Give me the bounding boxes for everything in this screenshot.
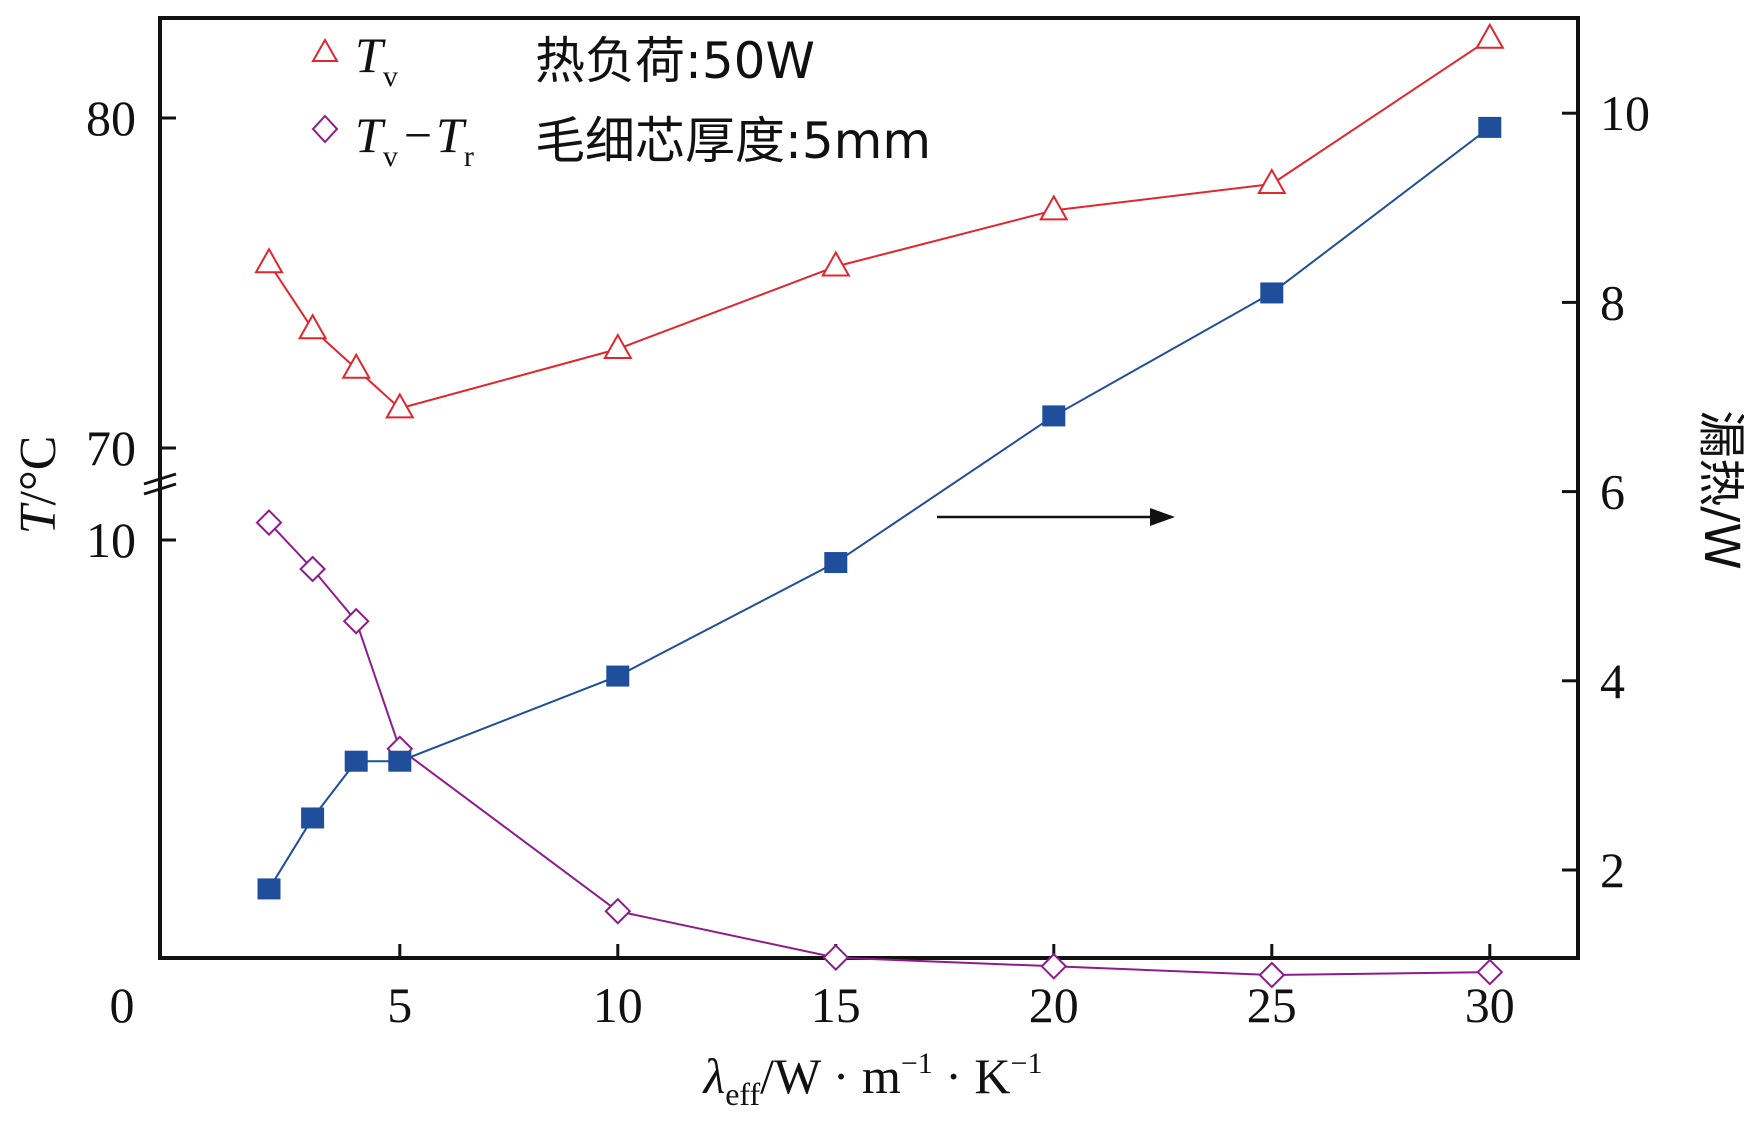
axis-break-mark — [143, 472, 177, 486]
data-point-diamond — [604, 897, 632, 925]
x-tick-label: 10 — [593, 977, 643, 1033]
legend-label-tv-tr: Tv −Tr — [355, 107, 474, 173]
y-left-tick-label: 80 — [86, 90, 136, 146]
x-title-exponent-2: −1 — [1011, 1047, 1043, 1080]
data-point-triangle — [297, 313, 328, 340]
x-tick-label: 20 — [1029, 977, 1079, 1033]
y-right-tick-label: 6 — [1600, 464, 1625, 520]
x-tick-label: 0 — [110, 977, 135, 1033]
data-point-square — [1260, 282, 1284, 304]
series-layer — [254, 22, 1505, 989]
data-point-diamond — [1040, 952, 1068, 980]
data-point-triangle — [1039, 194, 1069, 221]
x-tick-label: 30 — [1465, 977, 1515, 1033]
data-point-square — [606, 665, 630, 687]
x-axis-title: λeff/W · m−1 · K−1 — [702, 1047, 1043, 1112]
x-title-unit-2: · K — [933, 1048, 1011, 1104]
y-right-axis-ticks: 2 4 6 8 10 — [1562, 85, 1650, 898]
data-point-diamond — [342, 607, 370, 635]
y-left-tick-label: 10 — [86, 512, 136, 568]
x-title-symbol: λ — [702, 1048, 726, 1104]
legend-marker-diamond — [311, 114, 339, 144]
y-right-tick-label: 8 — [1600, 274, 1625, 330]
data-point-square — [344, 750, 368, 772]
y-right-axis-title: 漏热/W — [1693, 410, 1744, 570]
data-point-square — [388, 750, 412, 772]
data-point-triangle — [603, 332, 633, 359]
data-point-triangle — [341, 352, 371, 379]
annotation-heat-load: 热负荷:50W — [535, 32, 815, 90]
y-right-tick-label: 2 — [1600, 842, 1625, 898]
legend-label-tv: Tv — [355, 27, 398, 93]
annotation-wick-thickness: 毛细芯厚度:5mm — [535, 112, 931, 170]
series-line-0 — [268, 37, 1491, 410]
y-left-tick-label: 70 — [86, 420, 136, 476]
data-point-triangle — [1257, 167, 1287, 194]
data-point-triangle — [821, 250, 851, 277]
legend: Tv Tv −Tr — [311, 27, 474, 173]
y-right-tick-label: 10 — [1600, 85, 1650, 141]
x-title-unit: /W · m — [760, 1048, 901, 1104]
x-title-exponent-1: −1 — [901, 1047, 933, 1080]
annotation-arrow — [937, 508, 1175, 526]
x-tick-label: 5 — [387, 977, 412, 1033]
data-point-square — [1042, 405, 1066, 427]
data-point-square — [257, 878, 281, 900]
y-left-title-unit: /°C — [10, 436, 67, 506]
data-point-diamond — [299, 555, 327, 583]
data-point-diamond — [255, 509, 283, 537]
data-point-diamond — [822, 944, 850, 972]
y-left-title-symbol: T — [10, 502, 67, 534]
series-line-2 — [268, 126, 1491, 890]
data-point-square — [301, 807, 325, 829]
x-tick-label: 15 — [811, 977, 861, 1033]
data-point-triangle — [385, 392, 415, 419]
data-point-triangle — [254, 247, 284, 274]
y-right-tick-label: 4 — [1600, 653, 1625, 709]
y-left-axis-ticks: 70 80 10 — [86, 90, 176, 568]
data-point-square — [824, 552, 848, 574]
x-title-subscript: eff — [725, 1076, 760, 1112]
data-point-diamond — [1258, 961, 1286, 989]
data-point-square — [1478, 116, 1502, 138]
series-line-1 — [268, 521, 1490, 977]
data-point-triangle — [1475, 22, 1505, 49]
axis-break-mark — [143, 482, 177, 496]
legend-marker-triangle — [311, 37, 339, 62]
y-left-axis-title: T/°C — [10, 436, 67, 535]
data-point-diamond — [1476, 958, 1504, 986]
